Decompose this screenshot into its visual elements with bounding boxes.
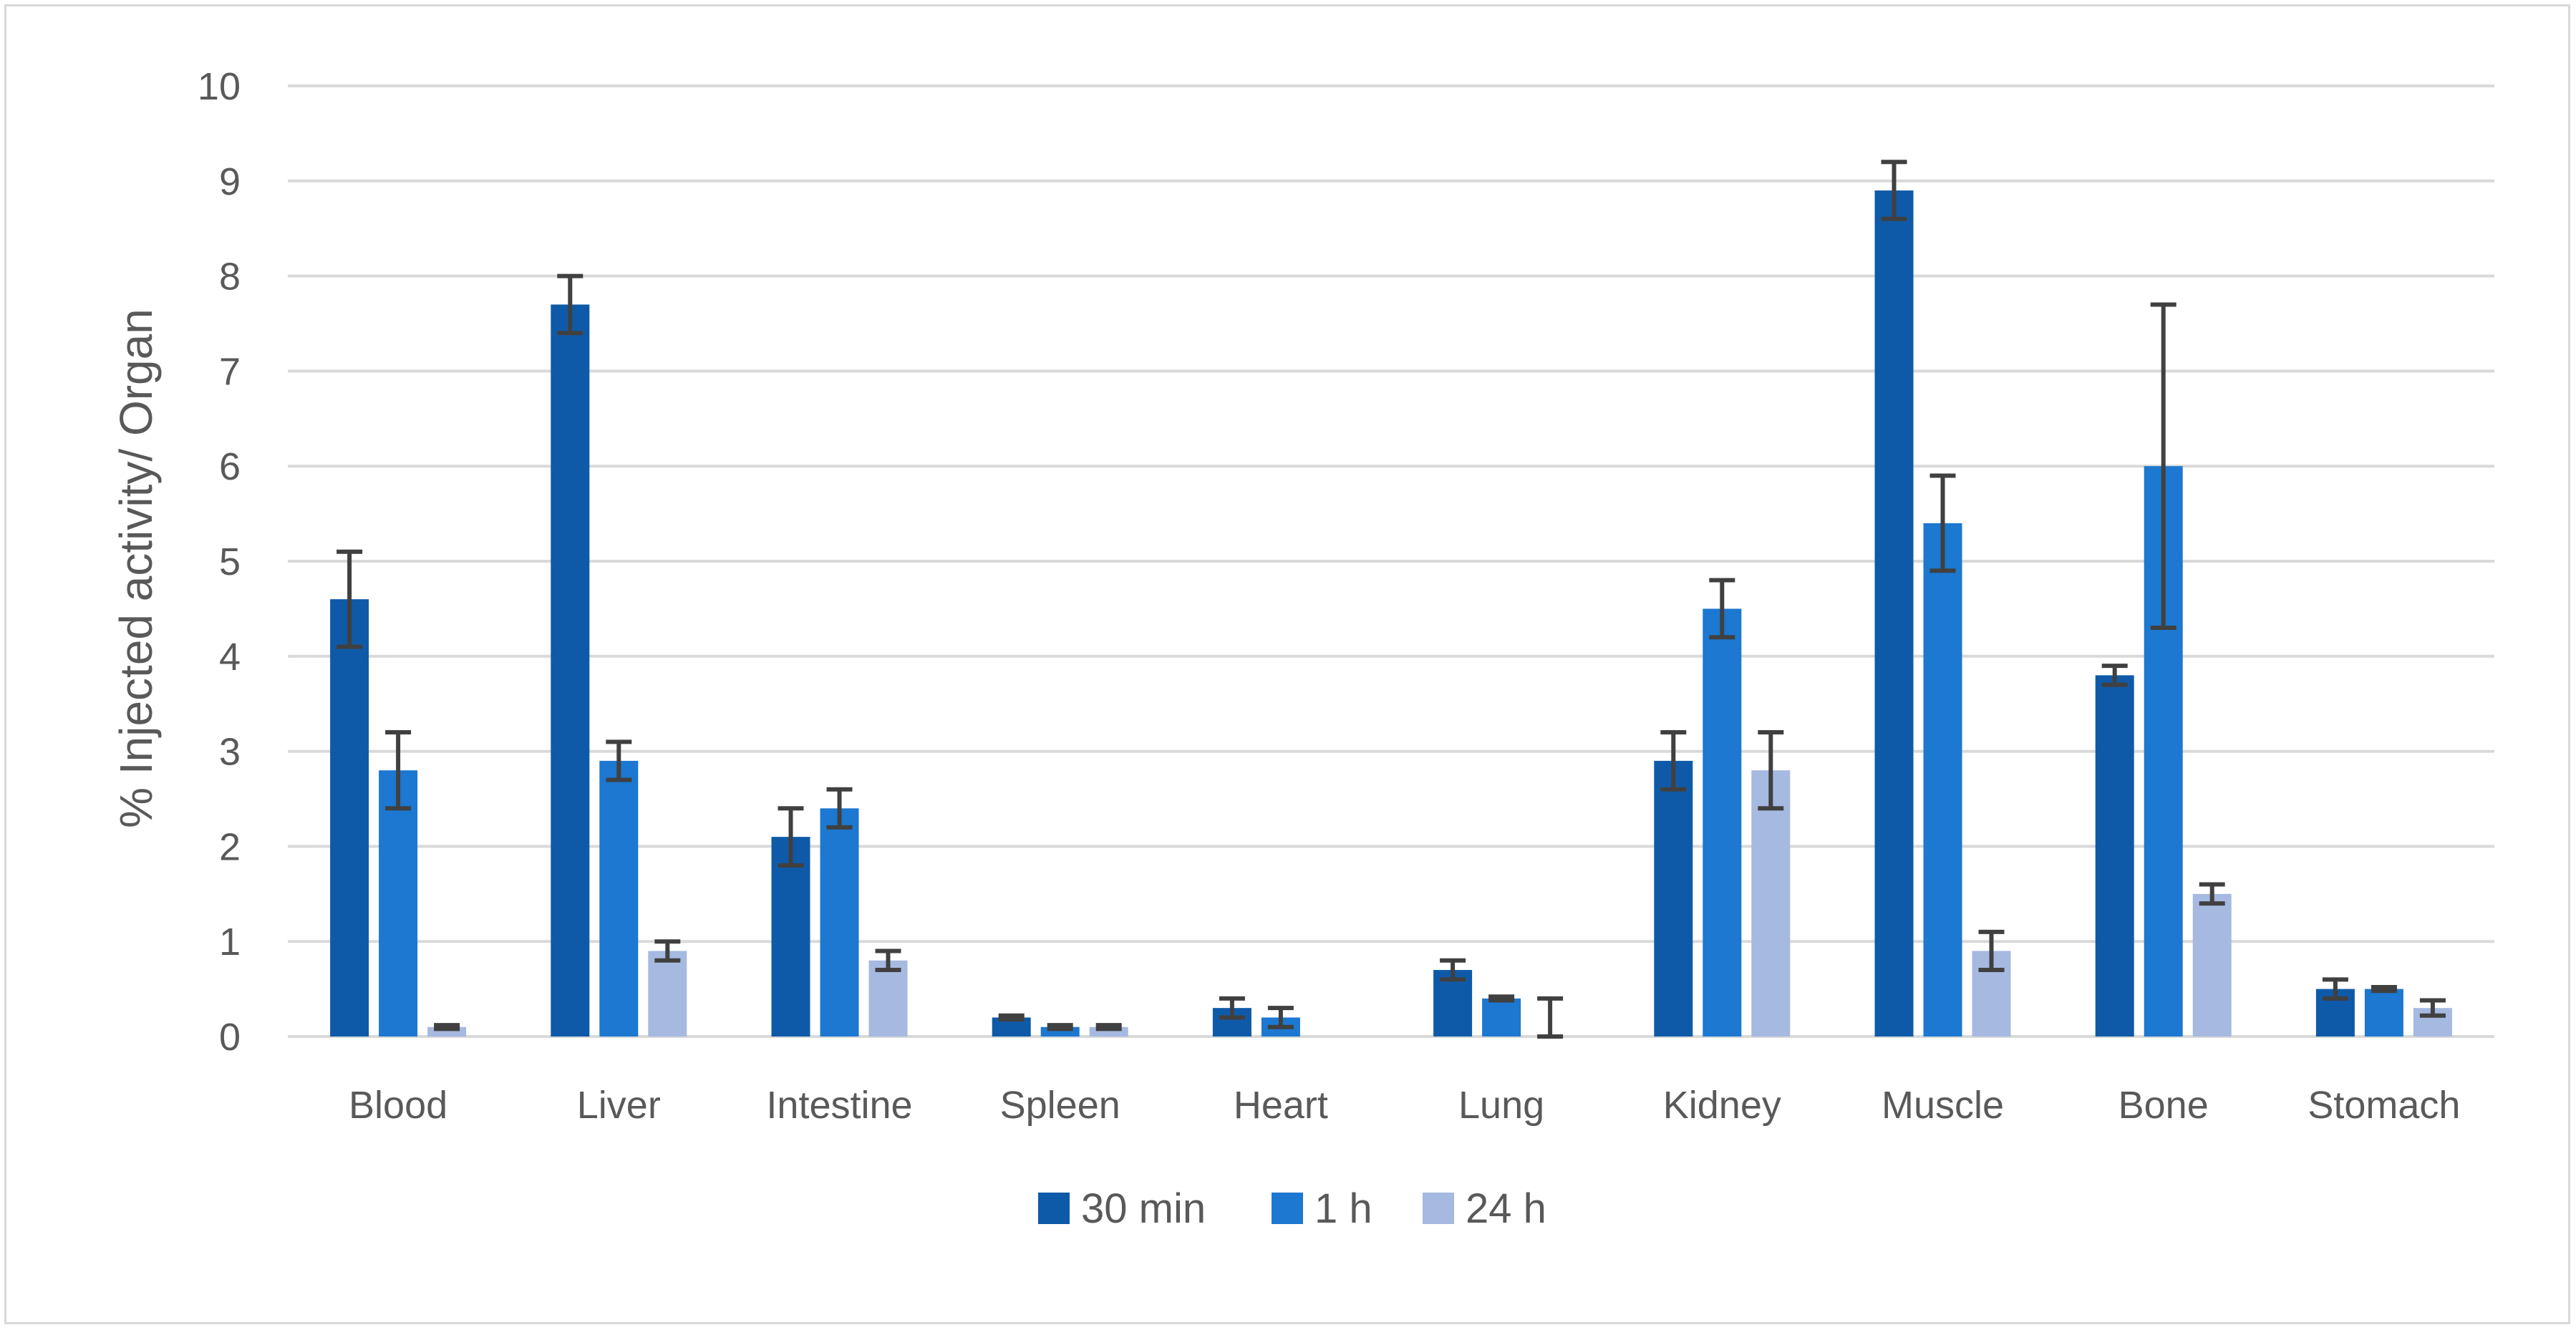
error-bar [1758,730,1784,811]
error-bar [2101,664,2128,687]
bar-bone-30-min [2095,675,2134,1037]
bar-kidney-24-h [1751,770,1791,1037]
error-bar [1440,958,1466,982]
error-bars [336,160,2446,1039]
legend-swatch [1038,1193,1070,1224]
legend-item: 30 min [1038,1185,1206,1232]
error-bar [1929,473,1956,573]
error-bar [2322,977,2348,1001]
chart-frame [4,4,2570,1324]
bar-liver-30-min [551,304,590,1037]
error-bar [1537,996,1564,1039]
bar-intestine-24-h [868,960,908,1037]
y-tick-label: 4 [219,636,241,679]
x-tick-label: Spleen [1000,1084,1120,1127]
bar-liver-1-h [599,760,639,1037]
error-bar [654,939,681,963]
bar-kidney-30-min [1654,760,1693,1037]
error-bar [557,273,584,336]
legend-swatch [1423,1193,1454,1224]
y-tick-label: 0 [219,1016,241,1059]
error-bar [875,948,901,973]
y-tick-label: 9 [219,160,241,203]
bar-blood-30-min [330,599,369,1037]
x-tick-label: Intestine [766,1084,912,1127]
error-bar [2150,302,2176,630]
error-bar [336,549,363,649]
legend-swatch [1272,1193,1303,1224]
bar-intestine-30-min [771,837,810,1037]
error-bar [778,806,804,868]
error-bar [606,739,632,782]
legend-item: 1 h [1272,1185,1372,1232]
error-bar [2371,984,2397,994]
y-tick-labels: 0 1 2 3 4 5 6 7 8 9 10 [198,65,241,1059]
error-bar [385,730,412,811]
bar-stomach-1-h [2364,989,2403,1037]
x-tick-labels: Blood Liver Intestine Spleen Heart Lung Kidney… [349,1084,2460,1127]
error-bar [1881,160,1907,221]
y-tick-label: 3 [219,731,241,774]
error-bar [1978,929,2005,973]
y-tick-label: 10 [198,65,241,108]
error-bar [998,1013,1025,1022]
x-tick-label: Muscle [1882,1084,2004,1127]
y-tick-label: 7 [219,350,241,393]
error-bar [1047,1023,1073,1032]
y-tick-label: 5 [219,540,241,583]
y-tick-label: 1 [219,921,241,963]
y-axis-label: % Injected activity/ Organ [110,309,162,828]
error-bar [434,1023,460,1032]
error-bar [1660,730,1687,792]
legend-label: 1 h [1314,1185,1372,1232]
error-bar [1095,1023,1122,1032]
x-tick-label: Blood [349,1084,447,1127]
bar-intestine-1-h [820,808,859,1037]
legend-label: 30 min [1081,1185,1206,1232]
legend-label: 24 h [1466,1185,1546,1232]
x-tick-label: Kidney [1663,1084,1781,1127]
bar-liver-24-h [648,951,687,1037]
y-tick-label: 2 [219,825,241,868]
bars [330,190,2452,1037]
bar-muscle-1-h [1923,523,1962,1037]
error-bar [1267,1006,1294,1029]
x-tick-label: Heart [1234,1084,1328,1127]
y-tick-label: 6 [219,445,241,488]
error-bar [826,787,853,830]
y-tick-label: 8 [219,256,241,298]
x-tick-label: Stomach [2308,1084,2460,1127]
bar-lung-1-h [1482,998,1521,1037]
legend: 30 min 1 h 24 h [1038,1185,1546,1232]
error-bar [1709,578,1735,640]
error-bar [1488,994,1515,1003]
bar-bone-24-h [2192,893,2232,1037]
error-bar [2199,882,2225,906]
x-tick-label: Liver [577,1084,661,1127]
x-tick-label: Bone [2119,1084,2209,1127]
x-tick-label: Lung [1458,1084,1544,1127]
error-bar [2419,998,2446,1018]
bar-blood-1-h [379,770,418,1037]
error-bar [1219,996,1245,1020]
bar-kidney-1-h [1703,608,1742,1037]
bar-muscle-30-min [1874,190,1914,1037]
legend-item: 24 h [1423,1185,1546,1232]
